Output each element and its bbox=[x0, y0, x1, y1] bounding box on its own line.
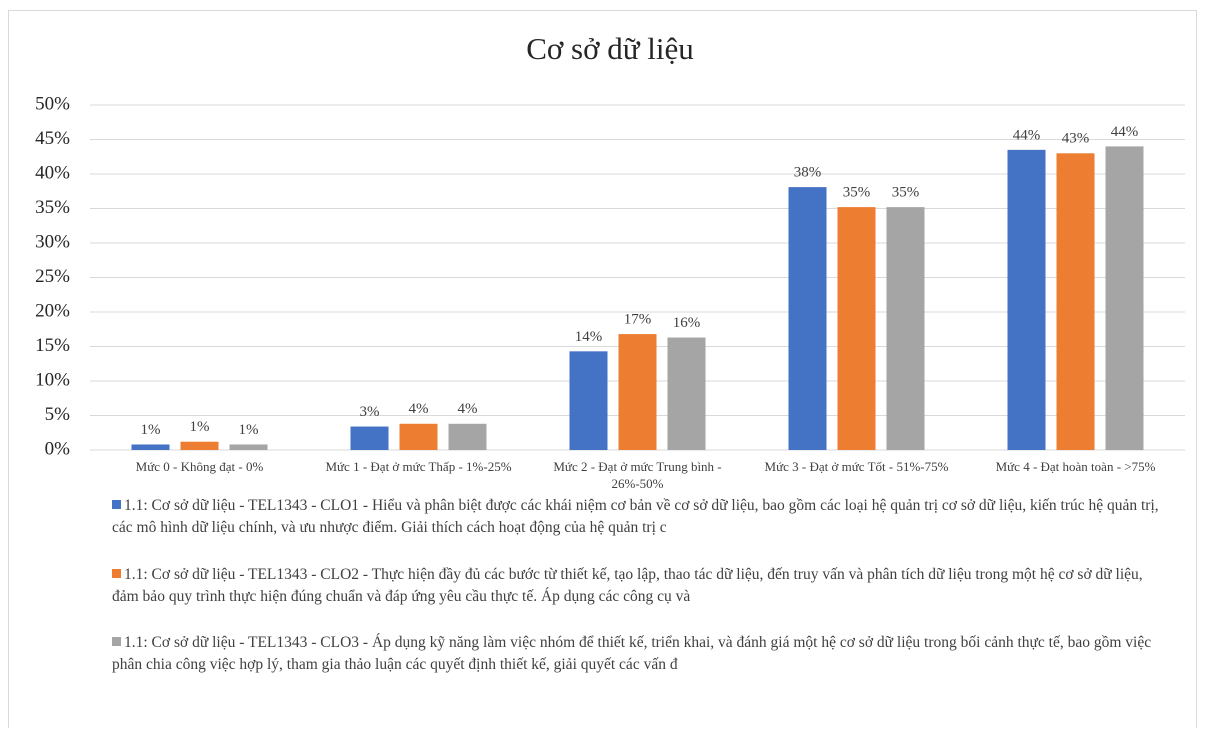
data-label: 1% bbox=[141, 422, 161, 438]
data-label: 35% bbox=[892, 185, 920, 201]
data-label: 14% bbox=[575, 329, 603, 345]
data-label: 43% bbox=[1062, 131, 1090, 147]
bar bbox=[837, 207, 876, 450]
legend-swatch bbox=[112, 500, 121, 509]
bar bbox=[618, 334, 657, 450]
y-tick-label: 0% bbox=[45, 438, 71, 459]
bar bbox=[229, 444, 268, 450]
bar bbox=[180, 441, 219, 450]
y-tick-label: 20% bbox=[35, 300, 70, 321]
x-tick-label: Mức 3 - Đạt ở mức Tốt - 51%-75% bbox=[764, 459, 949, 474]
y-tick-label: 15% bbox=[35, 335, 70, 356]
y-tick-label: 5% bbox=[45, 404, 71, 425]
data-label: 4% bbox=[409, 401, 429, 417]
legend-swatch bbox=[112, 569, 121, 578]
bar bbox=[1105, 146, 1144, 450]
legend-label: 1.1: Cơ sở dữ liệu - TEL1343 - CLO1 - Hi… bbox=[112, 497, 1159, 536]
x-tick-label: Mức 1 - Đạt ở mức Thấp - 1%-25% bbox=[325, 459, 512, 474]
bar bbox=[886, 207, 925, 450]
legend-label: 1.1: Cơ sở dữ liệu - TEL1343 - CLO3 - Áp… bbox=[112, 634, 1152, 673]
chart-title: Cơ sở dữ liệu bbox=[526, 31, 694, 66]
data-label: 17% bbox=[624, 312, 652, 328]
x-tick-label: Mức 0 - Không đạt - 0% bbox=[135, 459, 264, 474]
legend-item: 1.1: Cơ sở dữ liệu - TEL1343 - CLO2 - Th… bbox=[112, 564, 1172, 608]
chart-frame bbox=[8, 10, 1197, 728]
bar bbox=[667, 337, 706, 450]
data-label: 1% bbox=[190, 419, 210, 435]
bar bbox=[399, 423, 438, 450]
data-label: 3% bbox=[360, 404, 380, 420]
y-tick-label: 40% bbox=[35, 162, 70, 183]
data-label: 16% bbox=[673, 315, 701, 331]
bar bbox=[131, 444, 170, 450]
bar bbox=[788, 187, 827, 451]
legend-swatch bbox=[112, 637, 121, 646]
bar bbox=[448, 423, 487, 450]
data-label: 4% bbox=[458, 401, 478, 417]
y-tick-label: 45% bbox=[35, 128, 70, 149]
legend-item: 1.1: Cơ sở dữ liệu - TEL1343 - CLO1 - Hi… bbox=[112, 495, 1172, 539]
x-tick-label: Mức 4 - Đạt hoàn toàn - >75% bbox=[995, 459, 1156, 474]
legend-item: 1.1: Cơ sở dữ liệu - TEL1343 - CLO3 - Áp… bbox=[112, 632, 1172, 676]
bar bbox=[350, 426, 389, 450]
data-label: 38% bbox=[794, 165, 822, 181]
x-tick-label: Mức 2 - Đạt ở mức Trung bình - 26%-50% bbox=[553, 459, 722, 491]
data-label: 44% bbox=[1013, 127, 1041, 143]
data-label: 44% bbox=[1111, 124, 1139, 140]
y-tick-label: 35% bbox=[35, 197, 70, 218]
y-tick-label: 30% bbox=[35, 231, 70, 252]
y-tick-label: 25% bbox=[35, 266, 70, 287]
y-tick-label: 50% bbox=[35, 93, 70, 114]
bar bbox=[569, 351, 608, 450]
data-label: 1% bbox=[239, 422, 259, 438]
bar bbox=[1007, 149, 1046, 450]
data-label: 35% bbox=[843, 185, 871, 201]
legend-label: 1.1: Cơ sở dữ liệu - TEL1343 - CLO2 - Th… bbox=[112, 566, 1143, 605]
bar bbox=[1056, 153, 1095, 451]
y-tick-label: 10% bbox=[35, 369, 70, 390]
